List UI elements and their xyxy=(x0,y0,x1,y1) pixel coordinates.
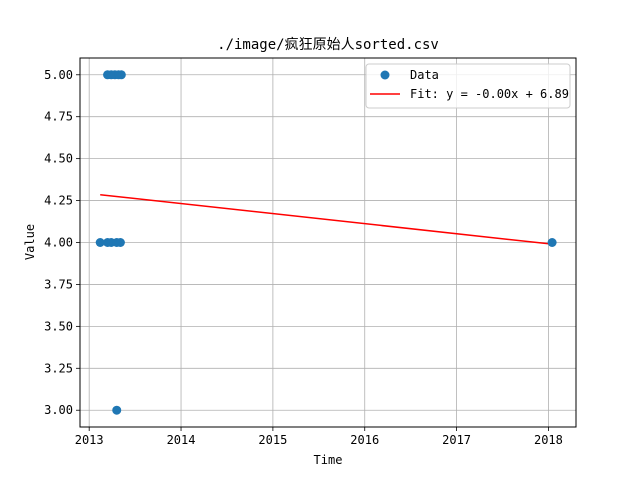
y-tick-label: 3.50 xyxy=(44,319,73,333)
y-tick-label: 4.00 xyxy=(44,236,73,250)
y-tick-label: 4.25 xyxy=(44,194,73,208)
y-axis-ticks: 3.00 3.25 3.50 3.75 4.00 4.25 4.50 4.75 5.00 xyxy=(44,68,80,417)
legend: Data Fit: y = -0.00x + 6.89 xyxy=(365,63,571,109)
legend-box xyxy=(365,63,571,109)
y-tick-label: 3.00 xyxy=(44,403,73,417)
x-tick-label: 2018 xyxy=(534,433,563,447)
y-tick-label: 4.50 xyxy=(44,152,73,166)
x-tick-label: 2014 xyxy=(167,433,196,447)
fit-line xyxy=(100,193,553,245)
x-tick-label: 2015 xyxy=(258,433,287,447)
x-tick-label: 2017 xyxy=(442,433,471,447)
legend-data-label: Data xyxy=(410,68,439,82)
y-axis-label: Value xyxy=(23,224,37,260)
data-point xyxy=(547,238,557,247)
chart-title: ./image/疯狂原始人sorted.csv xyxy=(217,37,439,53)
fit-line-layer xyxy=(100,193,553,245)
y-tick-label: 4.75 xyxy=(44,110,73,124)
x-axis-label: Time xyxy=(314,453,343,467)
x-tick-label: 2016 xyxy=(350,433,379,447)
data-points-layer xyxy=(95,70,557,415)
data-point xyxy=(95,238,105,247)
x-axis-ticks: 2013 2014 2015 2016 2017 2018 xyxy=(75,427,563,447)
legend-fit-label: Fit: y = -0.00x + 6.89 xyxy=(410,87,569,101)
y-tick-label: 3.25 xyxy=(44,361,73,375)
y-tick-label: 5.00 xyxy=(44,68,73,82)
legend-data-marker xyxy=(380,70,390,80)
y-tick-label: 3.75 xyxy=(44,277,73,291)
grid xyxy=(80,58,576,427)
x-tick-label: 2013 xyxy=(75,433,104,447)
data-point xyxy=(115,238,125,247)
data-point xyxy=(112,405,122,415)
data-point xyxy=(116,70,126,80)
